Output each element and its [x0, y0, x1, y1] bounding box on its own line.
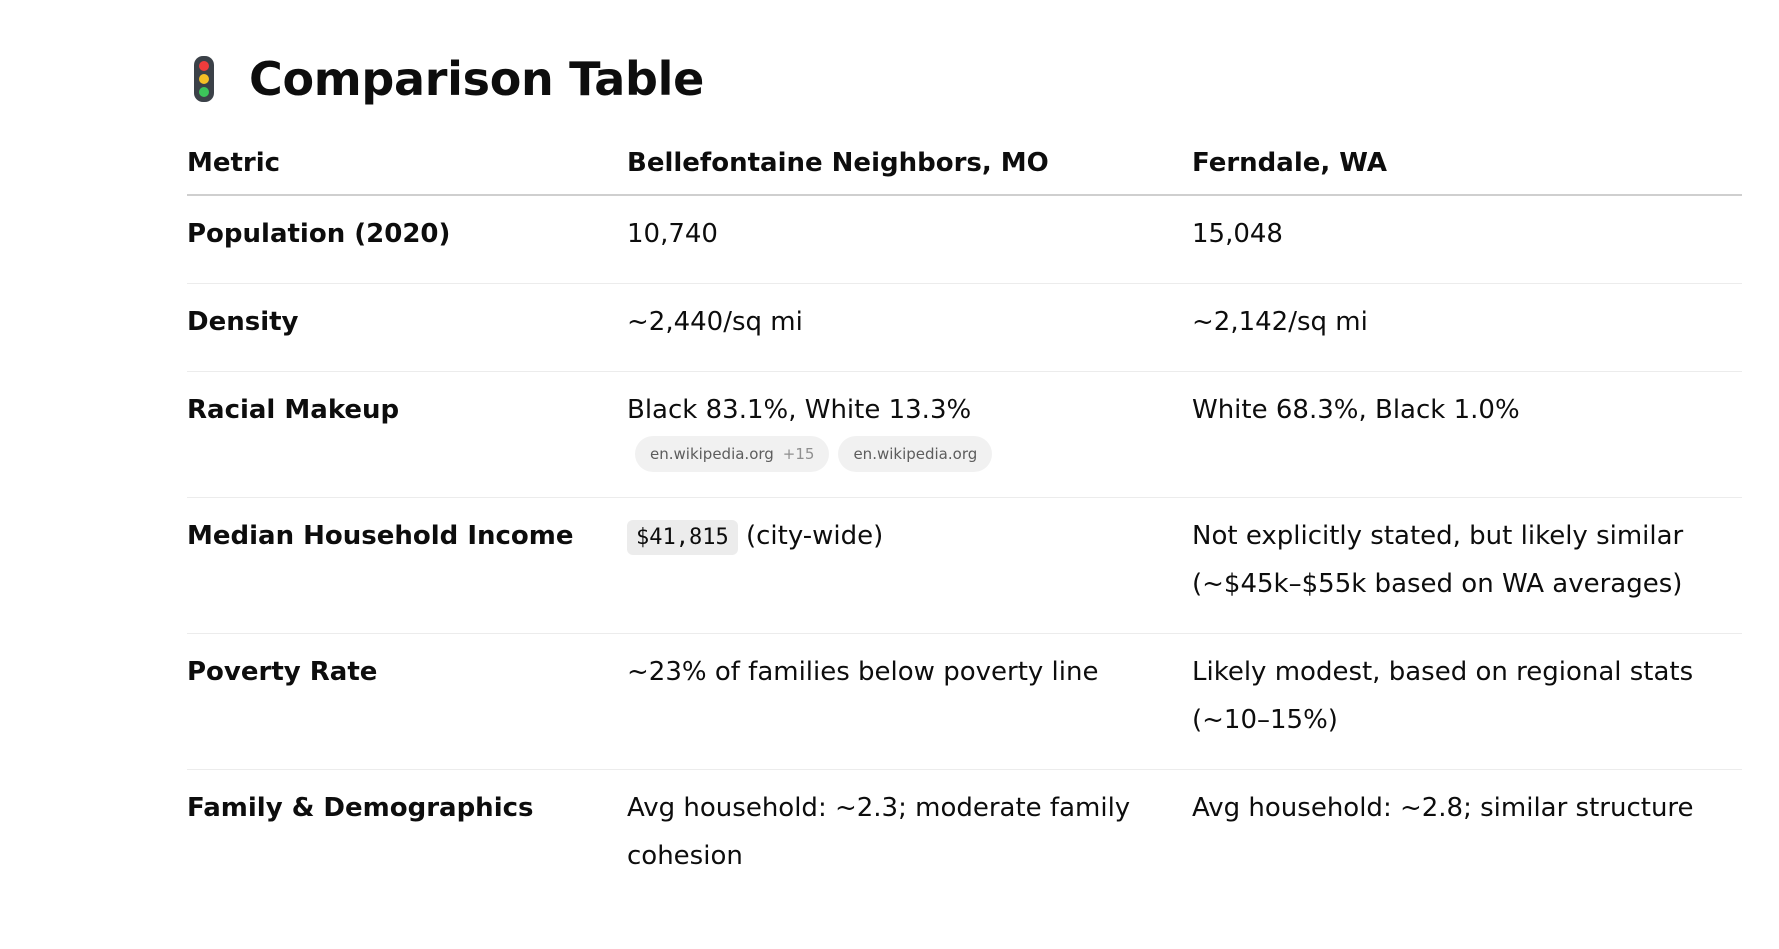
column-header-metric: Metric — [187, 138, 627, 196]
comparison-table: Metric Bellefontaine Neighbors, MO Fernd… — [187, 138, 1742, 905]
section-heading: Comparison Table — [187, 44, 704, 114]
cell-bellefontaine-population: 10,740 — [627, 195, 1192, 284]
table-row: Poverty Rate ~23% of families below pove… — [187, 633, 1742, 770]
cell-bellefontaine-family-demographics: Avg household: ~2.3; moderate family coh… — [627, 793, 1131, 871]
traffic-light-icon — [189, 52, 219, 106]
row-label-family-demographics: Family & Demographics — [187, 793, 534, 823]
source-chip-more-count: +15 — [782, 445, 815, 463]
cell-bellefontaine-median-income: $41,815 (city-wide) — [627, 497, 1192, 634]
column-header-ferndale: Ferndale, WA — [1192, 138, 1742, 196]
source-chip-label: en.wikipedia.org — [853, 445, 978, 463]
cell-text: (city-wide) — [737, 521, 884, 551]
cell-ferndale-density: ~2,142/sq mi — [1192, 283, 1742, 372]
cell-ferndale-poverty-rate: Likely modest, based on regional stats (… — [1192, 633, 1742, 770]
cell-ferndale-population: 15,048 — [1192, 195, 1742, 284]
column-header-bellefontaine: Bellefontaine Neighbors, MO — [627, 138, 1192, 196]
source-chip-wikipedia-group[interactable]: en.wikipedia.org +15 — [635, 436, 830, 472]
cell-ferndale-racial-makeup: White 68.3%, Black 1.0% — [1192, 371, 1742, 498]
table-row: Median Household Income $41,815 (city-wi… — [187, 497, 1742, 634]
cell-bellefontaine-poverty-rate: ~23% of families below poverty line — [627, 633, 1192, 770]
source-chip-wikipedia[interactable]: en.wikipedia.org — [838, 436, 993, 472]
cell-ferndale-family-demographics: Avg household: ~2.8; similar structure — [1192, 793, 1694, 823]
cell-bellefontaine-density: ~2,440/sq mi — [627, 283, 1192, 372]
page-title: Comparison Table — [249, 52, 705, 106]
inline-code-value: $41,815 — [627, 520, 738, 555]
row-label-population: Population (2020) — [187, 195, 627, 284]
row-label-density: Density — [187, 283, 627, 372]
cell-ferndale-median-income: Not explicitly stated, but likely simila… — [1192, 497, 1742, 634]
table-header-row: Metric Bellefontaine Neighbors, MO Fernd… — [187, 138, 1742, 196]
table-row: Population (2020) 10,740 15,048 — [187, 195, 1742, 284]
table-row: Family & Demographics Avg household: ~2.… — [187, 770, 1742, 906]
row-label-poverty-rate: Poverty Rate — [187, 633, 627, 770]
row-label-median-income: Median Household Income — [187, 497, 627, 634]
cell-bellefontaine-racial-makeup: Black 83.1%, White 13.3% en.wikipedia.or… — [627, 371, 1192, 498]
cell-text: Black 83.1%, White 13.3% — [627, 395, 972, 425]
table-row: Racial Makeup Black 83.1%, White 13.3% e… — [187, 371, 1742, 498]
table-row: Density ~2,440/sq mi ~2,142/sq mi — [187, 283, 1742, 372]
source-chip-label: en.wikipedia.org — [650, 445, 774, 463]
source-chips: en.wikipedia.org +15 en.wikipedia.org — [635, 436, 1172, 472]
row-label-racial-makeup: Racial Makeup — [187, 371, 627, 498]
